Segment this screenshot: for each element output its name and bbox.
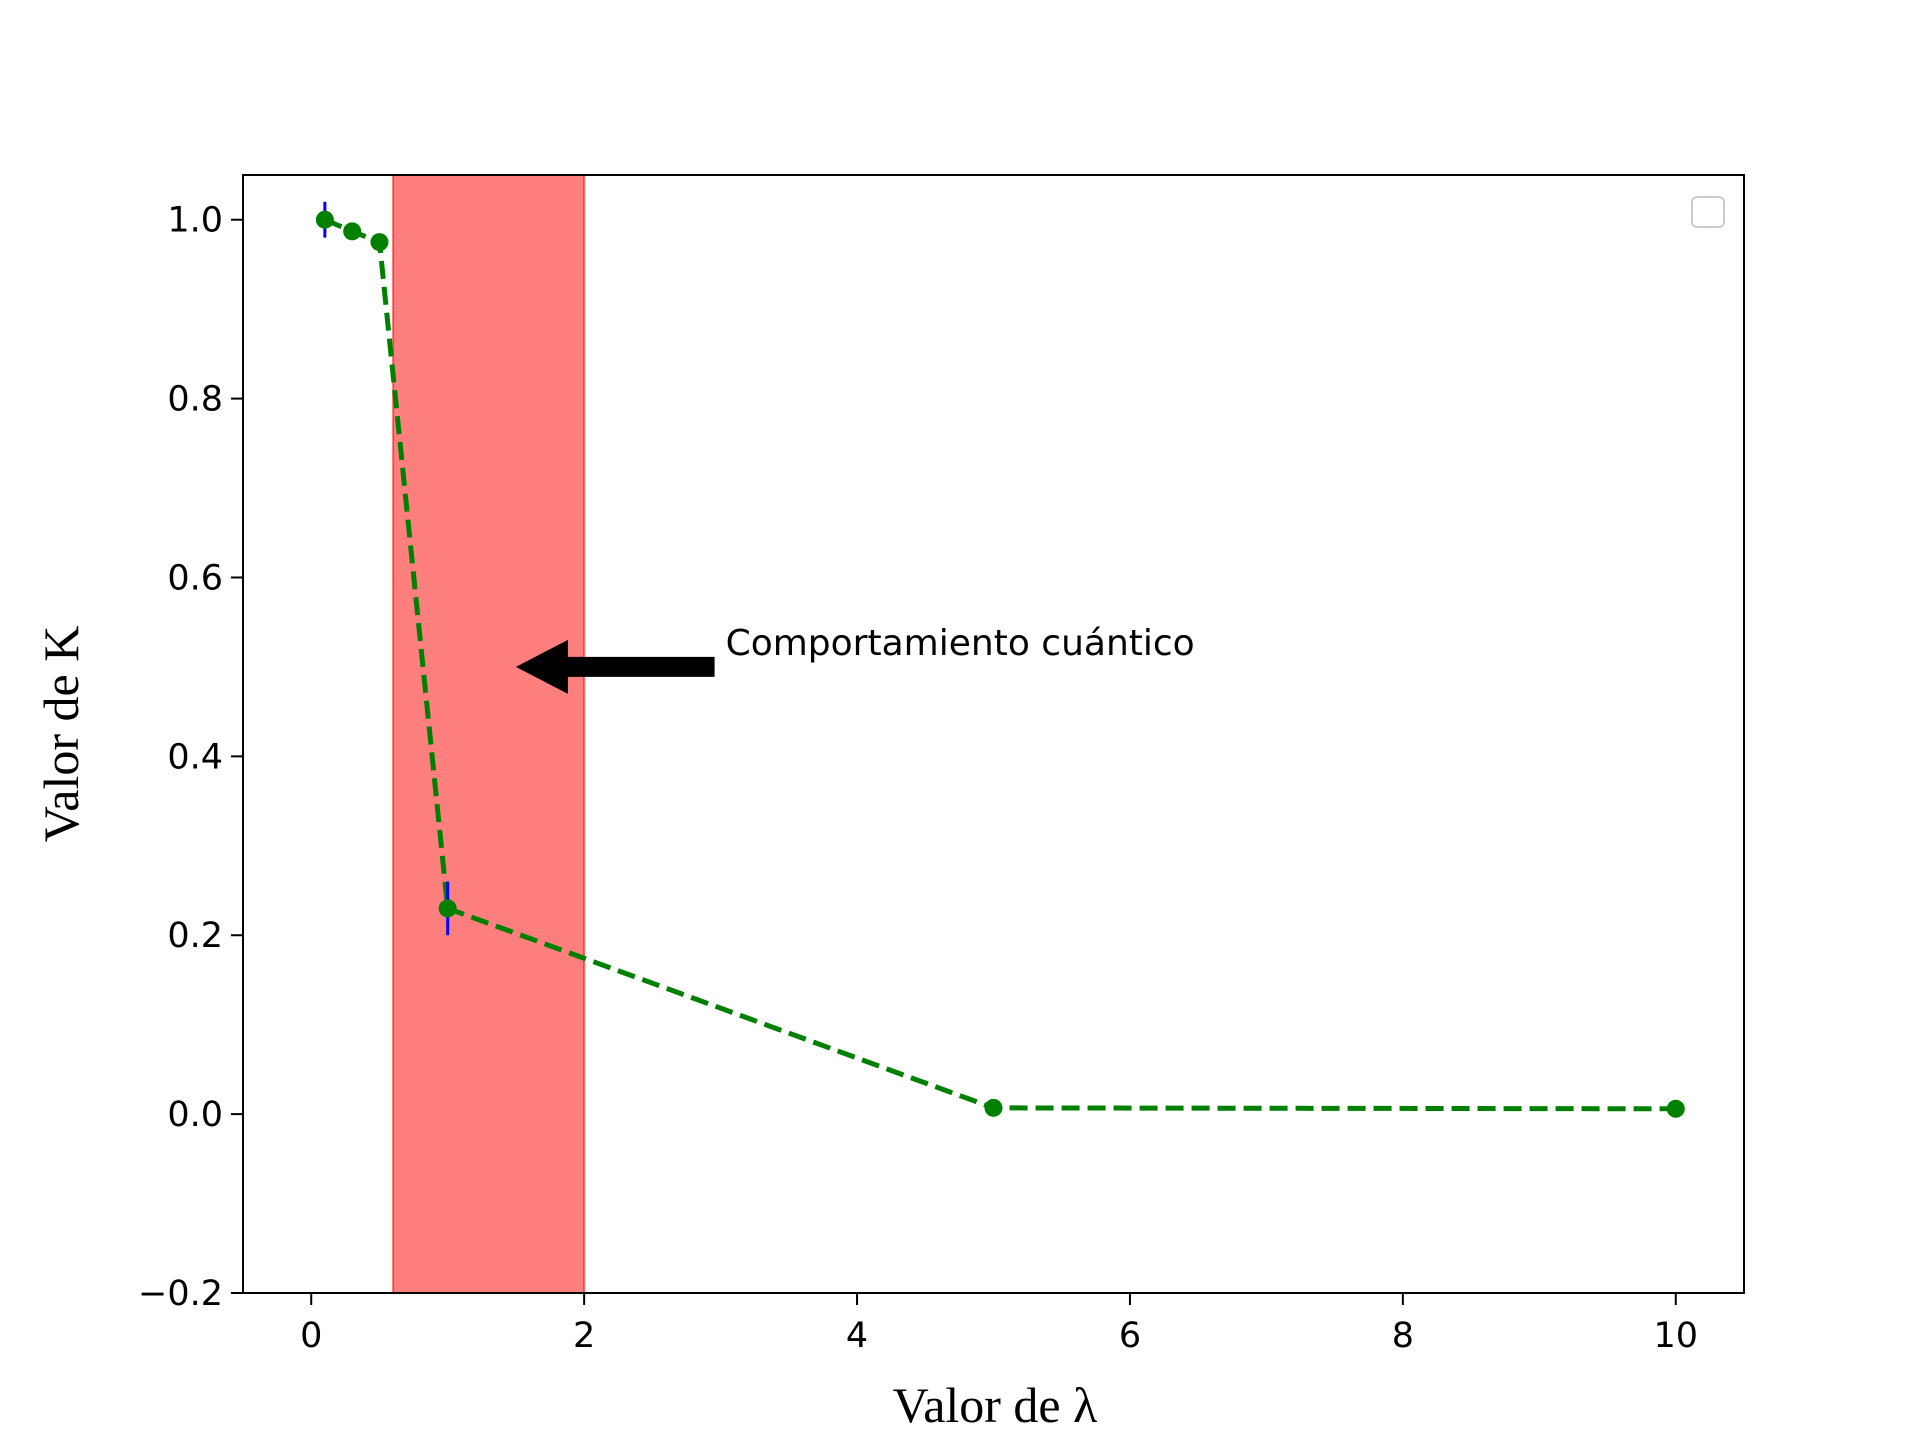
y-tick-label: 0.4 [167,737,223,777]
y-tick-label: 0.2 [167,916,223,956]
y-tick-label: −0.2 [138,1274,223,1314]
y-tick-label: 0.0 [167,1095,223,1135]
x-axis-title: Valor de λ [893,1377,1098,1433]
annotation-arrow [515,639,715,694]
y-tick-label: 0.6 [167,558,223,598]
data-point [438,899,457,918]
plot-frame [242,174,1745,1294]
x-tick-label: 8 [1392,1316,1414,1356]
x-tick-label: 2 [573,1316,595,1356]
annotation-text: Comportamiento cuántico [726,623,1195,664]
x-tick-label: 4 [846,1316,868,1356]
y-tick-label: 0.8 [167,380,223,420]
shaded-region [392,174,586,1294]
series-line [323,217,1676,1112]
x-tick-label: 0 [300,1316,322,1356]
x-tick-label: 10 [1653,1316,1698,1356]
data-point [1666,1099,1685,1118]
x-tick-label: 6 [1119,1316,1141,1356]
data-point [984,1098,1003,1117]
legend-box [1691,196,1725,228]
y-axis-title: Valor de K [33,626,89,843]
y-tick-label: 1.0 [167,201,223,241]
data-point [315,210,334,229]
data-point [370,233,389,252]
data-point [343,222,362,241]
